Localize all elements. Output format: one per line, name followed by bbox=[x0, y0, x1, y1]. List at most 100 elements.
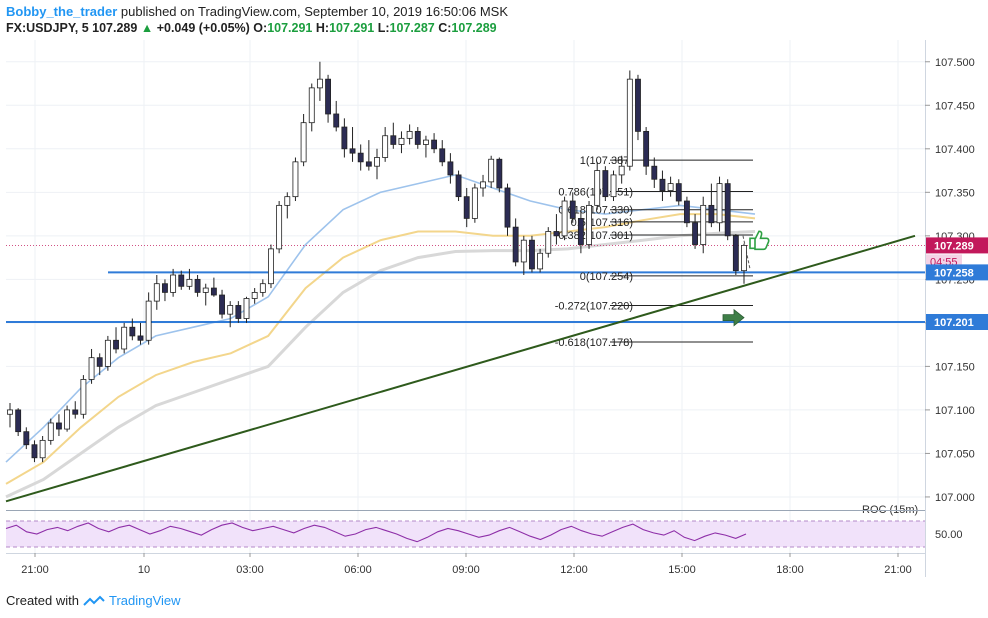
x-tick-6: 15:00 bbox=[668, 564, 696, 576]
candle-3 bbox=[31, 440, 38, 463]
candle-9 bbox=[80, 375, 87, 419]
y-tick-0: 107.500 bbox=[935, 57, 975, 69]
candle-body-5 bbox=[47, 422, 54, 441]
candle-body-27 bbox=[227, 305, 234, 315]
candle-47 bbox=[390, 122, 397, 149]
candle-body-79 bbox=[651, 165, 658, 180]
candle-body-75 bbox=[618, 165, 625, 176]
moving-averages bbox=[5, 174, 756, 499]
created-with-text: Created with bbox=[6, 593, 79, 608]
candle-body-48 bbox=[398, 137, 405, 145]
candle-body-37 bbox=[308, 87, 315, 124]
candle-78 bbox=[643, 127, 650, 175]
candle-body-34 bbox=[284, 196, 291, 206]
low-value: 107.287 bbox=[389, 21, 435, 35]
candle-body-73 bbox=[602, 170, 609, 198]
candle-61 bbox=[504, 183, 511, 236]
candle-body-19 bbox=[162, 283, 168, 293]
candle-body-58 bbox=[480, 181, 486, 189]
fib-label-2: 0.618(107.330) bbox=[558, 205, 633, 217]
y-tick-8: 107.100 bbox=[935, 405, 975, 417]
candle-19 bbox=[162, 279, 168, 302]
candle-6 bbox=[56, 414, 62, 437]
candle-body-14 bbox=[121, 326, 128, 350]
candle-68 bbox=[561, 196, 568, 241]
candle-body-70 bbox=[577, 218, 584, 245]
candle-body-63 bbox=[520, 239, 527, 263]
candle-body-78 bbox=[643, 130, 650, 167]
time-axis[interactable]: 21:00 10 03:00 06:00 09:00 12:00 15:00 18:00 21:… bbox=[21, 553, 912, 576]
level-label-0: 107.258 bbox=[934, 267, 974, 279]
candle-body-90 bbox=[741, 245, 747, 272]
high-label: H: bbox=[315, 21, 330, 35]
candle-body-13 bbox=[113, 339, 119, 350]
fib-label-0: 1(107.387) bbox=[580, 155, 633, 167]
candle-body-18 bbox=[153, 283, 160, 302]
trendline[interactable] bbox=[5, 234, 916, 503]
candle-77 bbox=[635, 74, 641, 141]
fib-label-7: -0.618(107.178) bbox=[555, 337, 633, 349]
pane-divider[interactable] bbox=[6, 510, 925, 511]
candle-37 bbox=[308, 83, 315, 132]
candle-10 bbox=[88, 348, 95, 384]
x-tick-7: 18:00 bbox=[776, 564, 804, 576]
candle-62 bbox=[512, 218, 519, 267]
candle-67 bbox=[553, 214, 560, 245]
candle-body-10 bbox=[88, 357, 95, 380]
candle-73 bbox=[602, 166, 609, 202]
candle-body-82 bbox=[675, 183, 682, 202]
x-tick-2: 03:00 bbox=[236, 564, 264, 576]
candle-70 bbox=[577, 209, 584, 254]
candle-body-2 bbox=[23, 431, 30, 446]
grid-lines bbox=[6, 40, 925, 553]
up-arrow-icon: ▲ bbox=[140, 21, 154, 35]
x-tick-0: 21:00 bbox=[21, 564, 49, 576]
candle-body-36 bbox=[300, 122, 307, 163]
price-axis[interactable]: 107.500107.450107.400107.350107.300107.2… bbox=[925, 57, 975, 504]
author-name[interactable]: Bobby_the_trader bbox=[6, 4, 118, 19]
candle-38 bbox=[316, 61, 323, 101]
candle-body-1 bbox=[15, 409, 22, 433]
candle-36 bbox=[300, 113, 307, 167]
candle-21 bbox=[178, 270, 185, 290]
candle-24 bbox=[202, 283, 209, 306]
candle-body-67 bbox=[553, 231, 560, 237]
candle-72 bbox=[594, 161, 601, 210]
candle-body-33 bbox=[276, 204, 283, 250]
candle-body-62 bbox=[512, 226, 519, 263]
x-tick-8: 21:00 bbox=[884, 564, 912, 576]
candle-body-8 bbox=[72, 409, 79, 415]
candle-body-30 bbox=[251, 292, 258, 299]
candle-body-6 bbox=[56, 422, 62, 430]
price-axis-border bbox=[925, 40, 926, 577]
candle-7 bbox=[64, 405, 71, 432]
candle-body-87 bbox=[716, 183, 723, 224]
candle-13 bbox=[113, 327, 119, 354]
symbol-name: FX:USDJPY, 5 bbox=[6, 21, 89, 35]
candle-84 bbox=[692, 214, 698, 249]
candle-body-77 bbox=[635, 78, 641, 132]
candle-body-38 bbox=[316, 78, 323, 89]
candle-48 bbox=[398, 131, 405, 154]
y-tick-7: 107.150 bbox=[935, 361, 975, 373]
fib-label-4: 0.382(107.301) bbox=[558, 230, 633, 242]
tradingview-brand[interactable]: TradingView bbox=[108, 593, 181, 608]
candle-51 bbox=[423, 135, 429, 158]
candle-body-41 bbox=[341, 126, 348, 150]
candle-64 bbox=[529, 235, 535, 273]
candle-body-16 bbox=[137, 335, 144, 341]
candle-body-88 bbox=[724, 183, 731, 237]
candle-63 bbox=[520, 235, 527, 275]
candle-body-43 bbox=[357, 152, 364, 163]
candle-body-25 bbox=[210, 287, 217, 296]
candle-body-47 bbox=[390, 135, 397, 145]
candle-body-4 bbox=[39, 439, 46, 459]
close-value: 107.289 bbox=[451, 21, 497, 35]
candle-45 bbox=[374, 148, 380, 180]
candle-53 bbox=[439, 140, 446, 167]
candle-15 bbox=[129, 318, 136, 341]
candle-body-49 bbox=[406, 130, 413, 139]
candle-60 bbox=[496, 157, 503, 193]
fib-label-5: 0(107.254) bbox=[580, 271, 633, 283]
